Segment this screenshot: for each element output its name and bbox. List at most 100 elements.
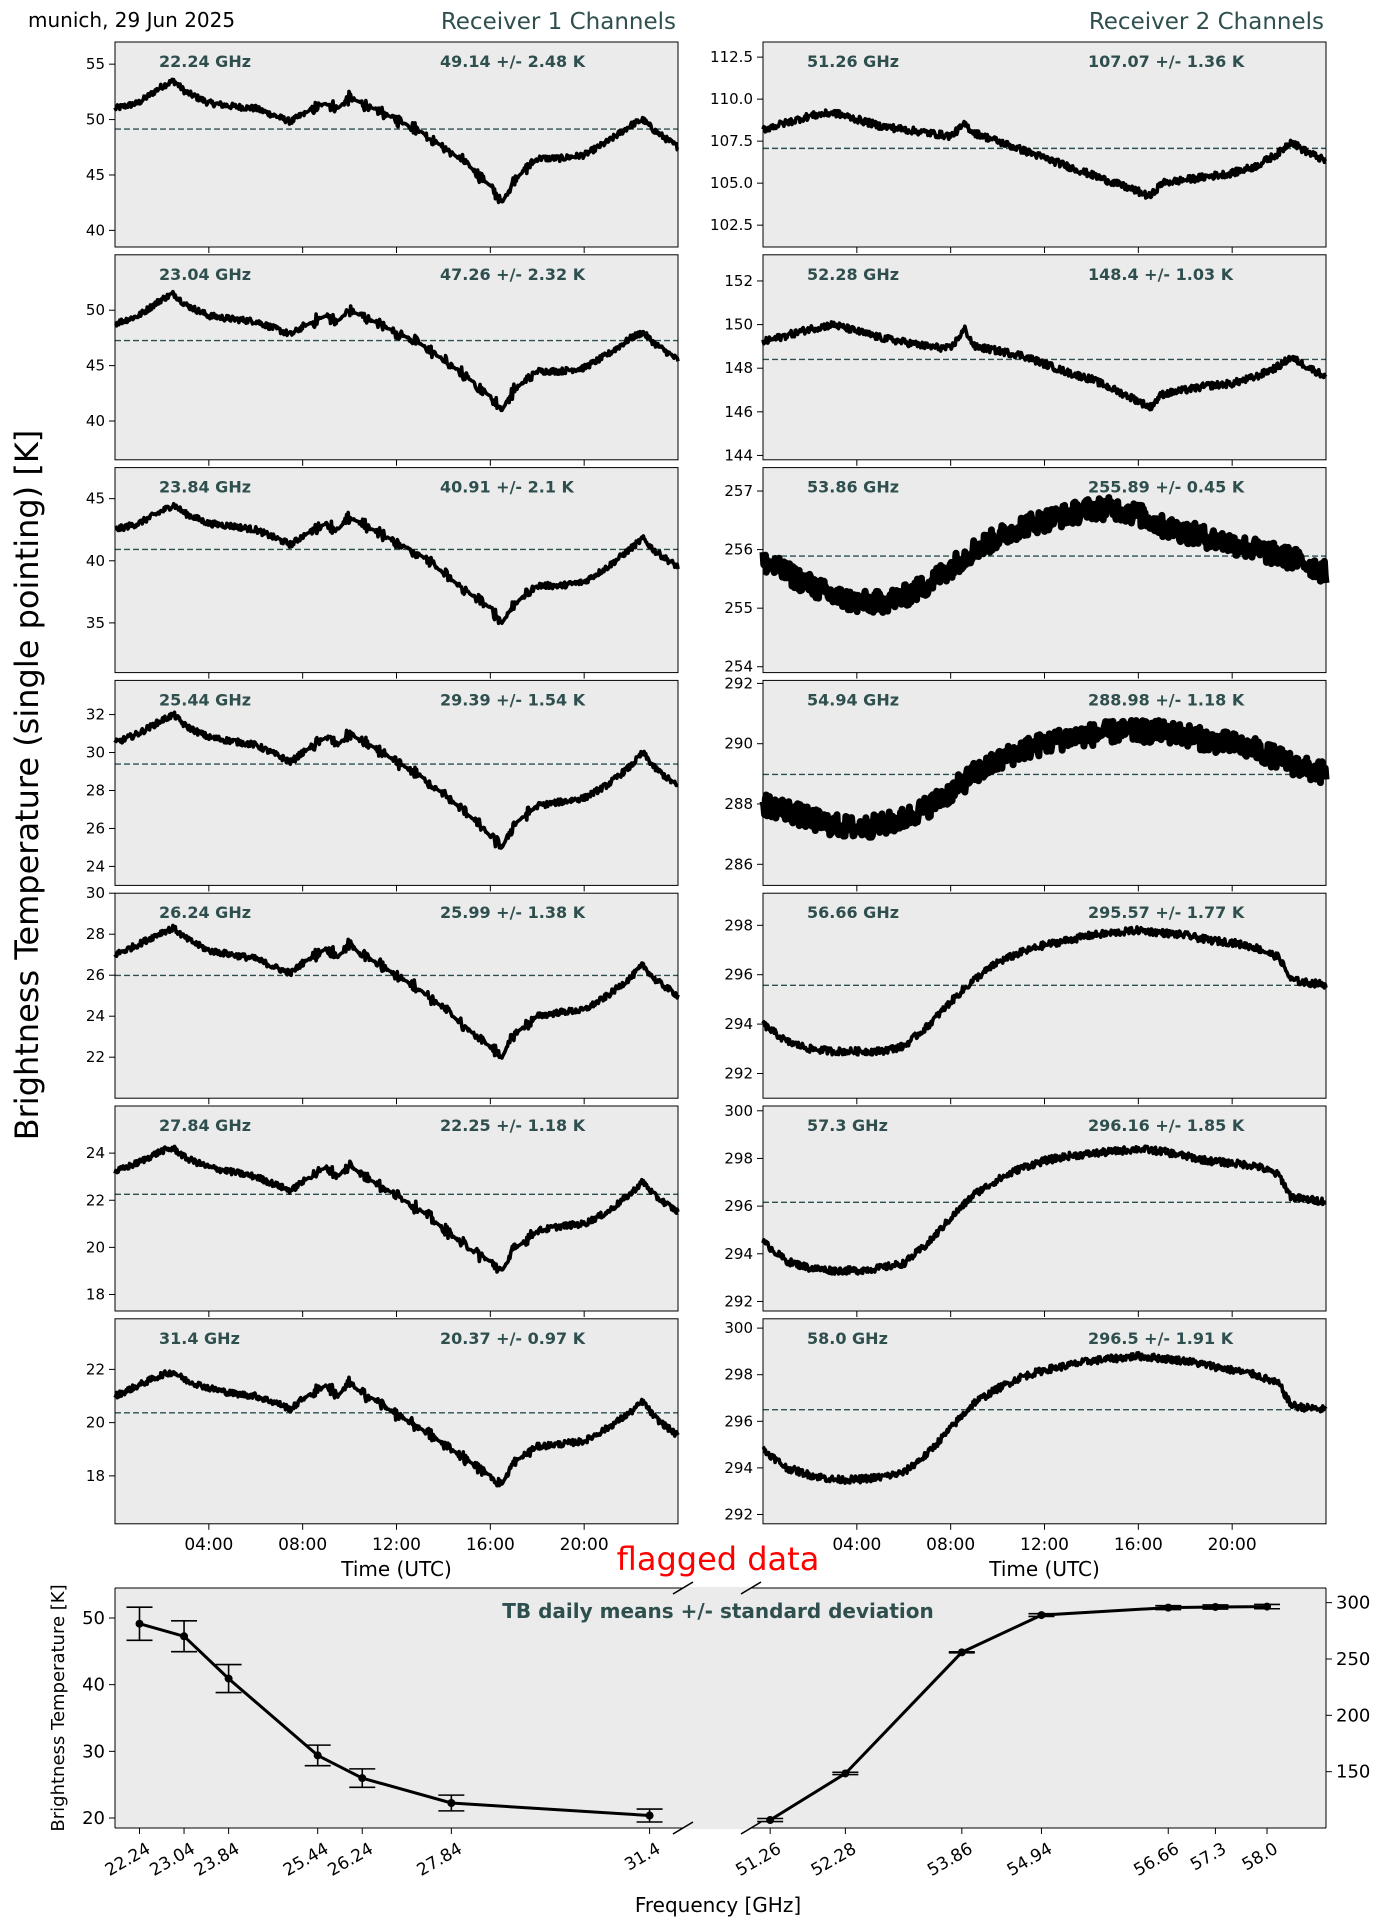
y-tick-label: 300	[724, 1319, 753, 1337]
y-tick-label: 292	[724, 1065, 753, 1083]
y-tick-label: 286	[724, 855, 753, 873]
summary-y-axis-label: Brightness Temperature [K]	[48, 1584, 69, 1831]
mean-point	[1164, 1603, 1173, 1612]
series-line	[761, 1350, 1328, 1485]
flagged-data-label: flagged data	[617, 1540, 820, 1578]
channel-frequency: 27.84 GHz	[159, 1116, 251, 1135]
series-line	[113, 710, 680, 850]
channel-frequency: 56.66 GHz	[807, 903, 899, 922]
mean-point	[1211, 1602, 1220, 1611]
channel-frequency: 52.28 GHz	[807, 265, 899, 284]
channel-panel: 102.5 105.0 107.5 110.0 112.5 51.26 GHz 107.07…	[710, 41, 1327, 253]
y-tick-label: 292	[724, 1292, 753, 1310]
y-tick-label: 55	[86, 55, 105, 73]
y-tick-label: 110.0	[710, 90, 753, 108]
channel-stat: 49.14 +/- 2.48 K	[440, 52, 586, 71]
y-tick-label: 300	[724, 1102, 753, 1120]
y-tick-label: 45	[86, 166, 105, 184]
axis-break-mark	[672, 1821, 694, 1835]
y-tick-label: 105.0	[710, 174, 753, 192]
panel-background	[115, 254, 678, 460]
channel-panel: 254 255 256 257 53.86 GHz 255.89 +/- 0.45 K	[724, 467, 1330, 679]
axis-break-mark	[740, 1581, 762, 1595]
channel-stat: 22.25 +/- 1.18 K	[440, 1116, 586, 1135]
series-line	[759, 494, 1330, 616]
channel-stat: 296.16 +/- 1.85 K	[1088, 1116, 1245, 1135]
series-line	[113, 923, 680, 1060]
y-tick-label: 24	[86, 1144, 105, 1162]
y-tick-label: 50	[86, 301, 105, 319]
x-tick-label: 20:00	[560, 1535, 609, 1555]
panel-background	[115, 42, 678, 247]
channel-panel: 18 20 22 04:00 08:00 12:00 16:00 20:00 31.4 GHz 2…	[86, 1318, 680, 1555]
y-tick-label: 20	[82, 1808, 105, 1829]
y-tick-label: 20	[86, 1238, 105, 1256]
channel-stat: 29.39 +/- 1.54 K	[440, 690, 586, 709]
y-tick-label: 40	[86, 412, 105, 430]
y-tick-label: 40	[86, 221, 105, 239]
y-tick-label: 40	[86, 552, 105, 570]
panel-background	[763, 42, 1326, 247]
freq-tick-label: 57.3	[1187, 1839, 1230, 1875]
channel-stat: 25.99 +/- 1.38 K	[440, 903, 586, 922]
freq-tick-label: 22.24	[102, 1839, 154, 1881]
channel-frequency: 23.04 GHz	[159, 265, 251, 284]
channel-frequency: 53.86 GHz	[807, 478, 899, 497]
x-axis-label: Time (UTC)	[340, 1557, 452, 1581]
mean-point	[313, 1751, 322, 1760]
y-tick-label: 50	[82, 1608, 105, 1629]
y-tick-label: 30	[86, 744, 105, 762]
freq-tick-label: 23.84	[191, 1839, 243, 1881]
x-tick-label: 16:00	[466, 1535, 515, 1555]
channel-stat: 288.98 +/- 1.18 K	[1088, 690, 1245, 709]
location-date: munich, 29 Jun 2025	[28, 8, 236, 32]
channel-stat: 148.4 +/- 1.03 K	[1088, 265, 1234, 284]
channel-frequency: 31.4 GHz	[159, 1329, 240, 1348]
y-tick-label: 18	[86, 1286, 105, 1304]
channel-stat: 40.91 +/- 2.1 K	[440, 478, 575, 497]
y-tick-label: 200	[1336, 1705, 1370, 1726]
y-tick-label: 45	[86, 490, 105, 508]
mean-point	[180, 1632, 189, 1641]
y-tick-label: 254	[724, 658, 753, 676]
channel-frequency: 26.24 GHz	[159, 903, 251, 922]
y-tick-label: 150	[724, 316, 753, 334]
y-tick-label: 18	[86, 1467, 105, 1485]
receiver1-title: Receiver 1 Channels	[440, 9, 676, 35]
y-tick-label: 288	[724, 795, 753, 813]
channel-frequency: 58.0 GHz	[807, 1329, 888, 1348]
mean-point	[841, 1769, 850, 1778]
y-tick-label: 30	[82, 1741, 105, 1762]
y-tick-label: 24	[86, 1007, 105, 1025]
mean-point	[957, 1648, 966, 1657]
channel-panel: 292 294 296 298 300 57.3 GHz 296.16 +/- 1.85 K	[724, 1102, 1327, 1317]
y-tick-label: 300	[1336, 1593, 1370, 1614]
x-axis-label: Time (UTC)	[988, 1557, 1100, 1581]
y-tick-label: 296	[724, 1412, 753, 1430]
summary-title: TB daily means +/- standard deviation	[502, 1599, 934, 1623]
mean-point	[224, 1674, 233, 1683]
channel-frequency: 22.24 GHz	[159, 52, 251, 71]
x-tick-label: 04:00	[832, 1535, 881, 1555]
y-tick-label: 107.5	[710, 132, 753, 150]
y-tick-label: 102.5	[710, 216, 753, 234]
series-line	[761, 1144, 1327, 1276]
series-line	[114, 501, 680, 626]
series-line	[113, 77, 680, 205]
freq-tick-label: 25.44	[280, 1839, 332, 1881]
panel-background	[115, 1106, 678, 1311]
channel-panel: 35 40 45 23.84 GHz 40.91 +/- 2.1 K	[86, 467, 680, 679]
channel-frequency: 54.94 GHz	[807, 690, 899, 709]
y-tick-label: 144	[724, 446, 753, 464]
y-tick-label: 24	[86, 857, 105, 875]
freq-tick-label: 31.4	[621, 1839, 664, 1875]
channel-panel: 144 146 148 150 152 52.28 GHz 148.4 +/- 1.03 K	[724, 254, 1328, 466]
y-tick-label: 152	[724, 272, 753, 290]
panel-background	[115, 893, 678, 1099]
panel-background	[763, 254, 1326, 460]
y-tick-label: 257	[724, 482, 753, 500]
y-tick-label: 35	[86, 614, 105, 632]
panel-background	[763, 893, 1326, 1099]
mean-point	[358, 1774, 367, 1783]
